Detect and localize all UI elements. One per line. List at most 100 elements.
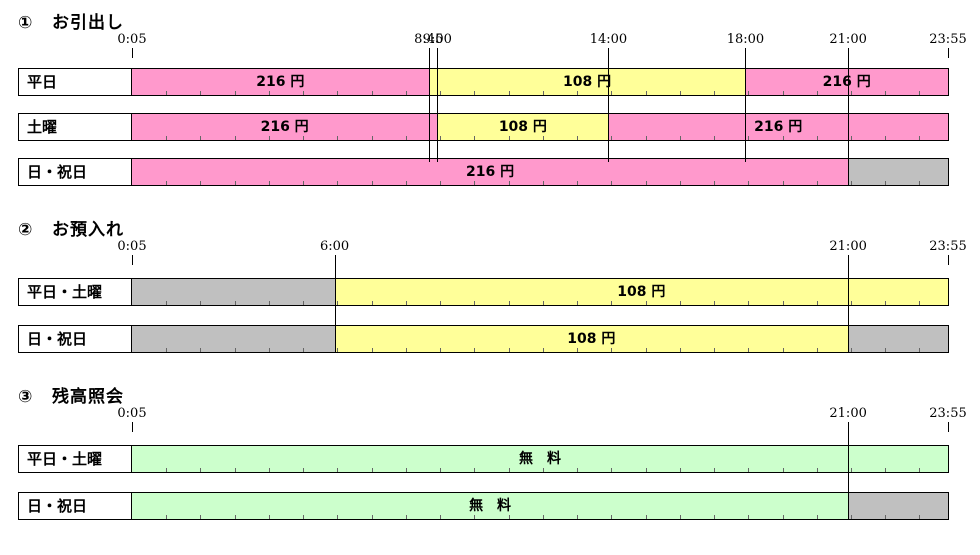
fee-segment-closed bbox=[132, 279, 335, 305]
fee-label: 無 料 bbox=[469, 498, 512, 514]
hour-minor-tick bbox=[919, 348, 921, 352]
hour-minor-tick bbox=[166, 301, 168, 305]
hour-minor-tick bbox=[919, 301, 921, 305]
hour-minor-tick bbox=[714, 301, 716, 305]
fee-segment-free bbox=[132, 493, 849, 519]
hour-minor-tick bbox=[200, 515, 202, 519]
hour-minor-tick bbox=[166, 91, 168, 95]
hour-minor-tick bbox=[577, 348, 579, 352]
hour-minor-tick bbox=[371, 301, 373, 305]
hour-minor-tick bbox=[405, 181, 407, 185]
hour-minor-tick bbox=[542, 468, 544, 472]
hour-minor-tick bbox=[611, 91, 613, 95]
hour-minor-tick bbox=[542, 348, 544, 352]
hour-minor-tick bbox=[303, 515, 305, 519]
hour-minor-tick bbox=[440, 181, 442, 185]
hour-minor-tick bbox=[542, 181, 544, 185]
hour-minor-tick bbox=[200, 468, 202, 472]
time-tick-label: 0:05 bbox=[117, 406, 147, 421]
fee-segment-fee216 bbox=[132, 69, 429, 95]
boundary-line bbox=[745, 48, 746, 162]
time-bar: 216 円 108 円 216 円 bbox=[131, 68, 949, 96]
hour-minor-tick bbox=[166, 348, 168, 352]
hour-minor-tick bbox=[268, 136, 270, 140]
hour-minor-tick bbox=[508, 515, 510, 519]
time-bar: 無 料 bbox=[131, 445, 949, 473]
hour-minor-tick bbox=[200, 301, 202, 305]
hour-minor-tick bbox=[714, 348, 716, 352]
hour-minor-tick bbox=[645, 181, 647, 185]
hour-minor-tick bbox=[645, 301, 647, 305]
time-bar: 108 円 bbox=[131, 278, 949, 306]
hour-minor-tick bbox=[234, 348, 236, 352]
hour-minor-tick bbox=[440, 348, 442, 352]
hour-minor-tick bbox=[474, 91, 476, 95]
hour-minor-tick bbox=[405, 348, 407, 352]
hour-minor-tick bbox=[919, 515, 921, 519]
hour-minor-tick bbox=[748, 301, 750, 305]
hour-minor-tick bbox=[782, 91, 784, 95]
hour-minor-tick bbox=[816, 515, 818, 519]
fee-segment-fee108 bbox=[334, 326, 849, 352]
schedule-row: 平日・土曜 無 料 bbox=[18, 445, 949, 473]
hour-minor-tick bbox=[611, 515, 613, 519]
hour-minor-tick bbox=[200, 348, 202, 352]
time-bar: 216 円 bbox=[131, 158, 949, 186]
hour-minor-tick bbox=[542, 515, 544, 519]
hour-minor-tick bbox=[885, 181, 887, 185]
hour-minor-tick bbox=[474, 348, 476, 352]
time-tick-label: 9:00 bbox=[422, 32, 452, 47]
hour-minor-tick bbox=[474, 136, 476, 140]
time-tick-mark bbox=[132, 422, 133, 432]
hour-minor-tick bbox=[268, 181, 270, 185]
hour-minor-tick bbox=[850, 91, 852, 95]
hour-minor-tick bbox=[850, 348, 852, 352]
hour-minor-tick bbox=[542, 301, 544, 305]
time-tick-label: 0:05 bbox=[117, 32, 147, 47]
hour-minor-tick bbox=[337, 468, 339, 472]
hour-minor-tick bbox=[337, 515, 339, 519]
time-tick-mark bbox=[132, 255, 133, 265]
hour-minor-tick bbox=[577, 181, 579, 185]
hour-minor-tick bbox=[782, 136, 784, 140]
time-tick-label: 6:00 bbox=[319, 239, 350, 254]
hour-minor-tick bbox=[405, 468, 407, 472]
hour-minor-tick bbox=[816, 91, 818, 95]
fee-label: 108 円 bbox=[498, 119, 547, 135]
hour-minor-tick bbox=[748, 348, 750, 352]
hour-minor-tick bbox=[782, 515, 784, 519]
schedule-row: 平日・土曜 108 円 bbox=[18, 278, 949, 306]
hour-minor-tick bbox=[885, 301, 887, 305]
time-tick-label: 14:00 bbox=[589, 32, 628, 47]
hour-minor-tick bbox=[645, 348, 647, 352]
fee-segment-fee216 bbox=[608, 114, 948, 140]
fee-segment-closed bbox=[848, 159, 948, 185]
fee-segment-closed bbox=[848, 493, 948, 519]
hour-minor-tick bbox=[405, 91, 407, 95]
hour-minor-tick bbox=[850, 181, 852, 185]
hour-minor-tick bbox=[782, 348, 784, 352]
hour-minor-tick bbox=[234, 468, 236, 472]
schedule-row: 平日 216 円 108 円 216 円 bbox=[18, 68, 949, 96]
hour-minor-tick bbox=[679, 181, 681, 185]
hour-minor-tick bbox=[850, 301, 852, 305]
hour-minor-tick bbox=[611, 136, 613, 140]
hour-minor-tick bbox=[885, 515, 887, 519]
hour-minor-tick bbox=[611, 348, 613, 352]
hour-minor-tick bbox=[816, 136, 818, 140]
hour-minor-tick bbox=[885, 136, 887, 140]
section-number: ② bbox=[18, 220, 34, 240]
fee-segment-free bbox=[132, 446, 948, 472]
hour-minor-tick bbox=[405, 136, 407, 140]
boundary-line bbox=[608, 48, 609, 162]
fee-label: 216 円 bbox=[466, 164, 515, 180]
hour-minor-tick bbox=[919, 181, 921, 185]
hour-minor-tick bbox=[714, 468, 716, 472]
hour-minor-tick bbox=[268, 91, 270, 95]
fee-label: 216 円 bbox=[256, 74, 305, 90]
time-tick-label: 18:00 bbox=[726, 32, 765, 47]
hour-minor-tick bbox=[371, 515, 373, 519]
hour-minor-tick bbox=[303, 91, 305, 95]
hour-minor-tick bbox=[303, 348, 305, 352]
hour-minor-tick bbox=[748, 136, 750, 140]
